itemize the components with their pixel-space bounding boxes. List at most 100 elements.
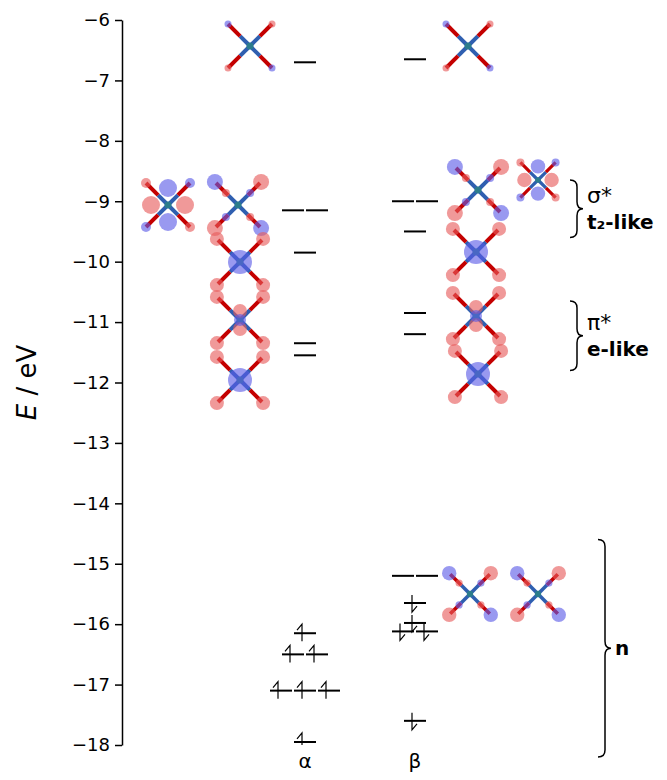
lobe	[446, 332, 460, 346]
bracket	[570, 180, 583, 237]
lobe	[510, 566, 524, 580]
tick-mark	[115, 503, 122, 505]
tick: −16	[72, 613, 122, 634]
lobe	[256, 396, 270, 410]
metal	[247, 43, 254, 50]
tick: −10	[72, 251, 122, 272]
tick: −8	[83, 130, 122, 151]
lobe	[494, 344, 508, 358]
lobe	[234, 314, 246, 326]
tick: −18	[72, 734, 122, 755]
tick-label: −11	[72, 311, 110, 332]
axis-title: E / eV	[12, 345, 42, 421]
lobe	[493, 205, 509, 221]
lobe	[492, 286, 506, 300]
y-axis: −18−17−16−15−14−13−12−11−10−9−8−7−6	[72, 9, 123, 755]
lobe	[141, 178, 151, 188]
metal	[235, 202, 242, 209]
lobe	[552, 566, 566, 580]
energy-level	[404, 230, 426, 232]
energy-level	[392, 630, 414, 632]
tick-mark	[115, 20, 122, 22]
tick-mark	[115, 80, 122, 82]
energy-level	[404, 333, 426, 335]
lobe	[159, 179, 177, 197]
orbital-icon	[225, 21, 276, 72]
energy-level	[416, 575, 438, 577]
lobe	[448, 344, 462, 358]
lobe	[185, 178, 195, 188]
orbital-icon	[510, 566, 566, 622]
diagram: −18−17−16−15−14−13−12−11−10−9−8−7−6E / e…	[0, 0, 667, 780]
energy-level	[294, 61, 316, 63]
lobe	[447, 159, 463, 175]
tick: −17	[72, 674, 122, 695]
lobe	[210, 290, 224, 304]
lobe	[210, 396, 224, 410]
energy-level	[392, 200, 414, 202]
lobe	[487, 21, 494, 28]
tick-label: −12	[72, 372, 110, 393]
lobe	[443, 21, 450, 28]
tick-label: −9	[83, 191, 110, 212]
energy-level	[416, 200, 438, 202]
energy-level	[282, 209, 304, 211]
lobe	[531, 159, 545, 173]
lobe	[443, 65, 450, 72]
metal	[467, 591, 473, 597]
levels	[270, 59, 438, 745]
tick: −12	[72, 372, 122, 393]
electron	[273, 682, 278, 699]
lobe	[256, 350, 270, 364]
lobe	[246, 189, 254, 197]
electron	[297, 624, 302, 641]
energy-level	[318, 690, 340, 692]
lobe	[545, 601, 552, 608]
lobe	[524, 580, 531, 587]
lobe	[510, 608, 524, 622]
lobe	[486, 198, 494, 206]
lobe	[517, 173, 531, 187]
lobe	[269, 21, 276, 28]
orbital-icon	[442, 566, 498, 622]
metal	[165, 202, 172, 209]
metal	[465, 43, 472, 50]
orbital-icon	[448, 344, 508, 404]
lobe	[225, 21, 232, 28]
tick-label: −16	[72, 613, 110, 634]
tick-mark	[115, 201, 122, 203]
lobe	[448, 390, 462, 404]
tick-mark	[115, 624, 122, 626]
lobe	[228, 250, 252, 274]
lobe	[531, 186, 545, 200]
lobe	[477, 601, 484, 608]
tick-label: −6	[83, 9, 110, 30]
energy-level	[404, 622, 426, 624]
lobe	[493, 159, 509, 175]
energy-level	[294, 354, 316, 356]
lobe	[492, 332, 506, 346]
column-label: α	[298, 749, 311, 773]
tick: −7	[83, 70, 122, 91]
electron	[309, 645, 314, 662]
lobe	[492, 222, 506, 236]
lobe	[494, 390, 508, 404]
energy-level	[404, 602, 426, 604]
energy-level	[294, 741, 316, 743]
energy-level	[392, 575, 414, 577]
tick: −13	[72, 432, 122, 453]
lobe	[210, 232, 224, 246]
lobe	[447, 205, 463, 221]
metal	[535, 591, 541, 597]
lobe	[464, 240, 488, 264]
bracket	[598, 540, 611, 758]
orbital-icon	[446, 222, 506, 282]
orbital-icons	[141, 21, 566, 622]
electron	[400, 623, 405, 640]
lobe	[185, 222, 195, 232]
lobe	[516, 158, 524, 166]
orbital-icon	[210, 350, 270, 410]
energy-level	[306, 209, 328, 211]
orbital-icon	[207, 174, 269, 236]
lobe	[456, 601, 463, 608]
